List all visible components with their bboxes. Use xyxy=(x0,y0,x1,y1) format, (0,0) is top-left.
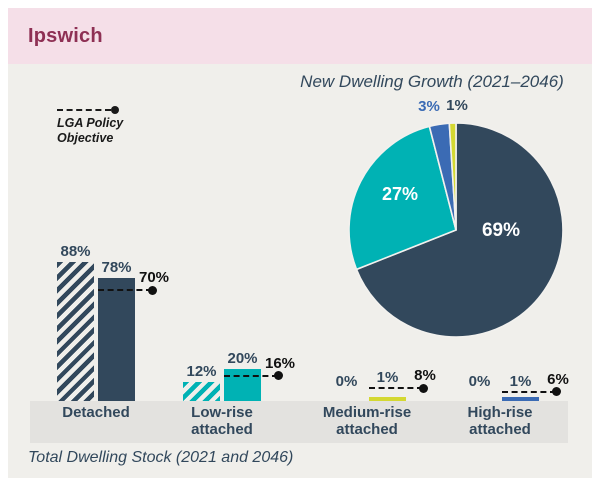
legend-label-line1: LGA Policy xyxy=(57,116,124,130)
category-label-medium-rise-attached: Medium-rise attached xyxy=(322,404,412,438)
pie-slice-low-rise-attached xyxy=(348,125,457,271)
pie-value-label: 3% xyxy=(418,98,440,115)
pie-value-label: 69% xyxy=(482,220,520,241)
pie-slice-detached xyxy=(355,122,564,338)
policy-dot-icon xyxy=(111,106,119,114)
pie-value-label: 27% xyxy=(382,184,418,204)
pie-slice-medium-rise-attached xyxy=(448,122,457,231)
category-label-low-rise-attached: Low-rise attached xyxy=(191,404,253,438)
dashed-policy-line-icon xyxy=(57,109,111,111)
page-title: Ipswich xyxy=(28,24,103,47)
card-header: Ipswich xyxy=(8,8,592,64)
bar-chart-title: Total Dwelling Stock (2021 and 2046) xyxy=(28,449,294,466)
category-axis-band xyxy=(30,401,568,443)
category-label-high-rise-attached: High-rise attached xyxy=(467,404,533,438)
category-label-detached: Detached xyxy=(62,404,130,421)
pie-chart-title: New Dwelling Growth (2021–2046) xyxy=(300,72,564,91)
pie-chart: 69% 27% 3% 1% xyxy=(348,97,564,338)
lga-policy-legend-label: LGA Policy Objective xyxy=(57,116,123,146)
pie-value-label: 1% xyxy=(446,97,468,114)
legend-label-line2: Objective xyxy=(57,131,114,145)
